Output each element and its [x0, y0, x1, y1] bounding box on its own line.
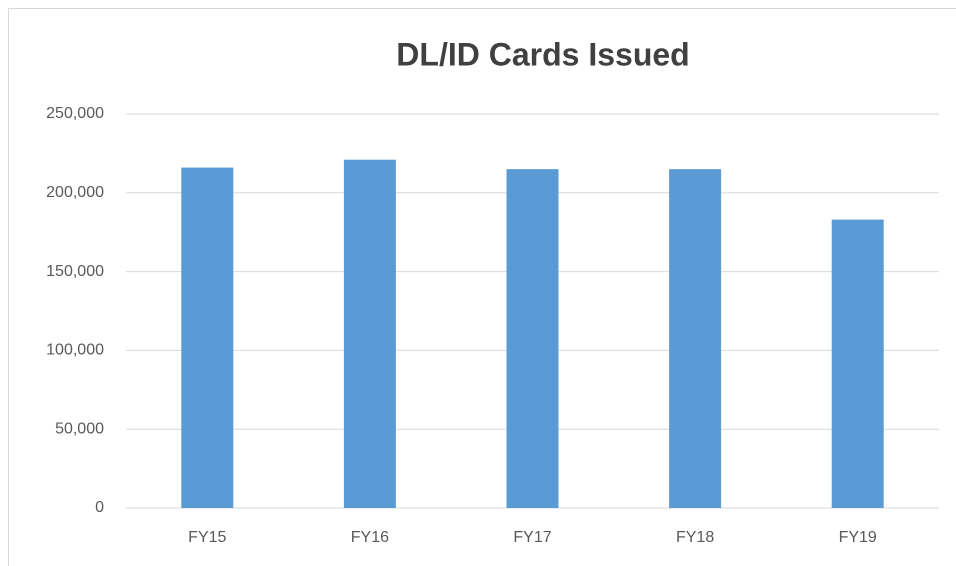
chart-border — [8, 8, 956, 566]
chart-title: DL/ID Cards Issued — [396, 36, 689, 72]
y-tick-label: 0 — [95, 499, 104, 516]
bar — [831, 219, 884, 509]
x-tick-label: FY16 — [351, 529, 389, 546]
bar — [506, 169, 559, 508]
bar — [669, 169, 722, 508]
y-tick-label: 50,000 — [55, 420, 104, 437]
x-tick-label: FY19 — [839, 529, 877, 546]
bar — [181, 167, 234, 509]
y-tick-label: 100,000 — [46, 342, 104, 359]
x-tick-label: FY18 — [676, 529, 714, 546]
bar — [343, 159, 396, 509]
x-tick-label: FY15 — [188, 529, 226, 546]
y-tick-label: 250,000 — [46, 105, 104, 122]
x-tick-label: FY17 — [513, 529, 551, 546]
y-tick-label: 200,000 — [46, 184, 104, 201]
y-tick-label: 150,000 — [46, 263, 104, 280]
